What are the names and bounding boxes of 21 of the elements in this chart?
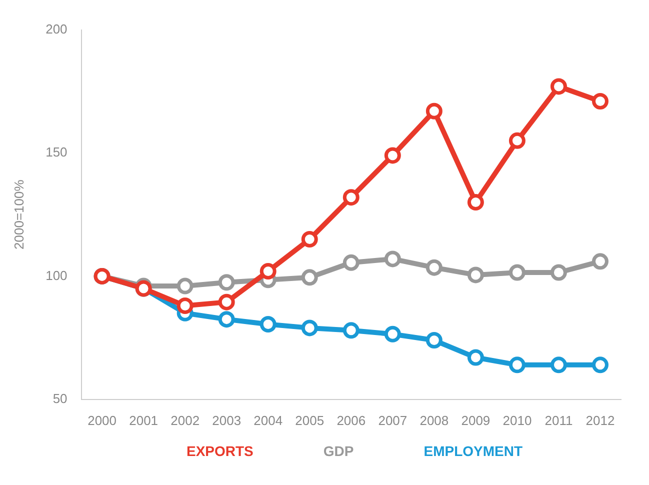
y-tick-label: 100 — [46, 268, 68, 283]
x-tick-label: 2000 — [88, 412, 117, 428]
x-tick-label: 2009 — [461, 412, 490, 428]
text: EMPLOYMENT — [424, 443, 523, 459]
x-tick-label: 2002 — [170, 412, 200, 428]
x-tick-label: 2011 — [544, 412, 573, 428]
x-tick-label: 2005 — [295, 412, 324, 428]
y-tick-label: 150 — [46, 144, 68, 160]
x-tick-label: 2004 — [254, 412, 283, 428]
y-tick-label: 50 — [52, 390, 68, 406]
text: EXPORTS — [186, 443, 254, 459]
x-tick-label: 2012 — [586, 412, 615, 428]
x-tick-label: 2003 — [212, 412, 242, 428]
x-tick-label: 2008 — [420, 412, 449, 428]
x-tick-label: 2010 — [502, 412, 532, 428]
text: GDP — [323, 443, 354, 459]
x-tick-label: 2006 — [336, 412, 366, 428]
y-tick-label: 200 — [46, 21, 68, 36]
x-tick-label: 2007 — [378, 412, 408, 428]
x-tick-label: 2001 — [129, 412, 158, 428]
y-axis-title: 2000=100% — [11, 179, 26, 250]
